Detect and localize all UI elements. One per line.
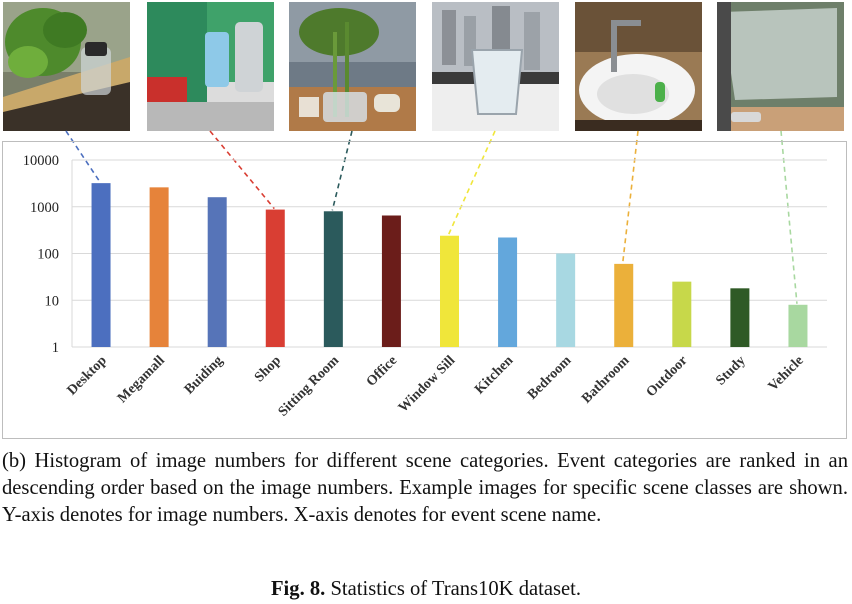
y-tick-label: 10 <box>45 293 60 309</box>
y-tick-label: 100 <box>37 247 59 263</box>
x-tick-label: Vehicle <box>766 353 807 394</box>
x-tick-label: Window Sill <box>396 353 458 415</box>
chart-plot: 10000 1000 100 10 1 Desktop Megamall Buiding Sho… <box>23 153 827 420</box>
bar-bedroom <box>556 253 576 347</box>
x-tick-label: Outdoor <box>644 353 691 400</box>
x-tick-label: Megamall <box>115 353 168 406</box>
bar-shop <box>265 209 285 347</box>
window-sill-photo <box>432 2 559 131</box>
x-tick-label: Buiding <box>182 353 226 397</box>
figure-title-text: Statistics of Trans10K dataset. <box>325 578 582 600</box>
x-tick-label: Desktop <box>65 353 110 398</box>
bar-office <box>381 215 401 347</box>
desktop-photo <box>3 2 130 131</box>
sitting-room-photo <box>289 2 416 131</box>
bar-vehicle <box>788 304 808 347</box>
bathroom-photo <box>575 2 702 131</box>
bar-megamall <box>149 187 169 347</box>
bar-window-sill <box>440 235 459 347</box>
histogram-chart: 10000 1000 100 10 1 Desktop Megamall Buiding Sho… <box>2 141 847 439</box>
example-photos-strip <box>0 0 852 135</box>
bar-bathroom <box>614 263 634 347</box>
x-tick-label: Office <box>364 353 400 389</box>
x-tick-label: Sitting Room <box>276 353 343 420</box>
figure-title: Fig. 8. Statistics of Trans10K dataset. <box>0 578 852 601</box>
bar-kitchen <box>498 237 518 347</box>
x-tick-label: Kitchen <box>472 353 516 397</box>
x-tick-label: Shop <box>252 353 284 385</box>
y-tick-label: 1 <box>52 340 59 356</box>
y-tick-label: 1000 <box>30 200 59 216</box>
link-line-bathroom <box>621 130 639 263</box>
link-line-shop <box>209 130 275 210</box>
figure-label: Fig. 8. <box>270 578 326 600</box>
shop-photo <box>147 2 274 131</box>
link-line-desktop <box>65 130 101 183</box>
x-tick-label: Bedroom <box>525 353 575 403</box>
bar-study <box>730 288 750 347</box>
bar-desktop <box>91 183 111 347</box>
x-tick-label: Study <box>713 353 748 388</box>
bar-sitting-room <box>323 211 343 347</box>
link-line-sitting-room <box>331 130 353 211</box>
y-tick-label: 10000 <box>23 153 59 169</box>
x-tick-label: Bathroom <box>579 353 633 407</box>
link-line-window-sill <box>447 130 496 236</box>
vehicle-photo <box>717 2 844 131</box>
bar-outdoor <box>672 281 692 347</box>
figure-caption: (b) Histogram of image numbers for diffe… <box>2 450 848 526</box>
bar-buiding <box>207 197 227 347</box>
